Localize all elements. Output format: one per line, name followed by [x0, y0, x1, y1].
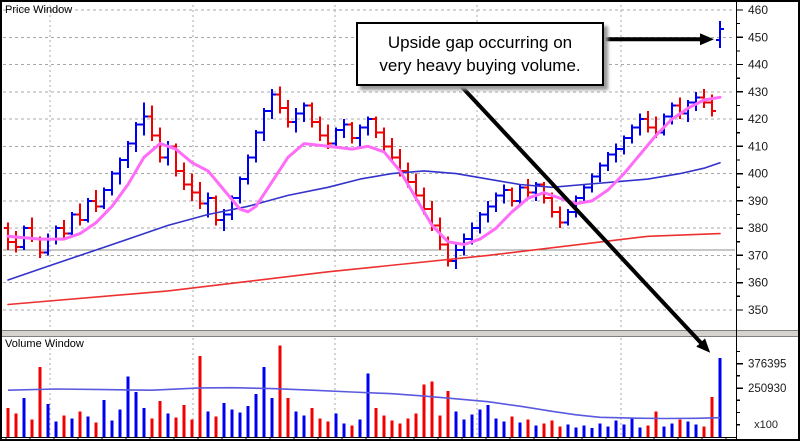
svg-text:370: 370: [748, 248, 768, 262]
svg-text:440: 440: [748, 58, 768, 72]
annotation-line1: Upside gap occurring on: [387, 33, 573, 52]
volume-window-label: Volume Window: [5, 338, 84, 350]
svg-text:390: 390: [748, 194, 768, 208]
svg-text:250930: 250930: [748, 383, 786, 395]
annotation-line2: very heavy buying volume.: [379, 56, 581, 75]
price-window-label: Price Window: [5, 4, 73, 16]
svg-text:430: 430: [748, 85, 768, 99]
svg-text:376395: 376395: [748, 359, 786, 371]
svg-text:420: 420: [748, 112, 768, 126]
svg-text:380: 380: [748, 221, 768, 235]
svg-text:360: 360: [748, 276, 768, 290]
arrow-to-volume-spike: [459, 84, 711, 353]
svg-text:410: 410: [748, 139, 768, 153]
annotation-callout: Upside gap occurring on very heavy buyin…: [356, 22, 604, 86]
svg-text:350: 350: [748, 303, 768, 317]
svg-text:460: 460: [748, 3, 768, 17]
svg-text:450: 450: [748, 30, 768, 44]
volume-axis-multiplier-label: x100: [754, 419, 778, 431]
svg-text:400: 400: [748, 167, 768, 181]
pane-splitter[interactable]: [0, 330, 800, 337]
